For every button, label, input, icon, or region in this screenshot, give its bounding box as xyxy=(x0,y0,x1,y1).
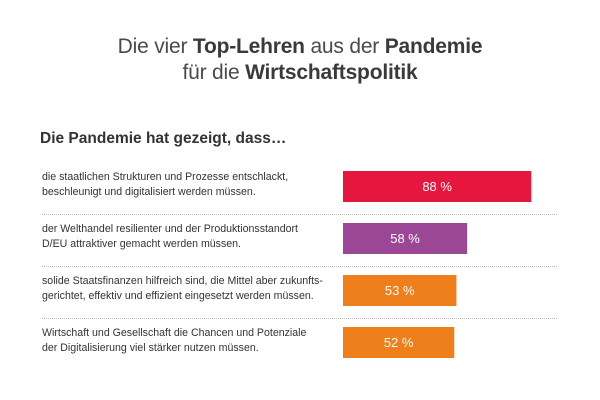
category-label-line: Wirtschaft und Gesellschaft die Chancen … xyxy=(42,327,307,339)
category-label: die staatlichen Strukturen und Prozesse … xyxy=(42,170,332,200)
chart-title-line-1: Die vier Top-Lehren aus der Pandemie xyxy=(117,35,483,58)
bar xyxy=(343,171,532,202)
category-label-line: gerichtet, effektiv und effizient einges… xyxy=(42,290,314,302)
category-label: solide Staatsfinanzen hilfreich sind, di… xyxy=(42,274,332,304)
bar-value-label: 88 % xyxy=(422,179,452,194)
category-label: Wirtschaft und Gesellschaft die Chancen … xyxy=(42,326,332,356)
bar xyxy=(343,223,468,254)
category-label-line: der Digitalisierung viel stärker nutzen … xyxy=(42,342,259,354)
chart-title: Die vier Top-Lehren aus der Pandemie für… xyxy=(0,34,600,86)
category-label-line: beschleunigt und digitalisiert werden mü… xyxy=(42,186,256,198)
chart-title-line-2: für die Wirtschaftspolitik xyxy=(182,61,418,84)
bar-value-label: 52 % xyxy=(384,335,414,350)
row-divider xyxy=(42,318,557,319)
category-label: der Welthandel resilienter und der Produ… xyxy=(42,222,332,252)
bar-value-label: 58 % xyxy=(390,231,420,246)
category-label-line: der Welthandel resilienter und der Produ… xyxy=(42,223,298,235)
category-label-line: D/EU attraktiver gemacht werden müssen. xyxy=(42,238,242,250)
row-divider xyxy=(42,266,557,267)
bar-value-label: 53 % xyxy=(385,283,415,298)
bar xyxy=(343,327,455,358)
category-label-line: solide Staatsfinanzen hilfreich sind, di… xyxy=(42,275,323,287)
row-divider xyxy=(42,214,557,215)
chart-subtitle: Die Pandemie hat gezeigt, dass… xyxy=(40,130,287,147)
category-label-line: die staatlichen Strukturen und Prozesse … xyxy=(42,171,289,183)
bar xyxy=(343,275,457,306)
